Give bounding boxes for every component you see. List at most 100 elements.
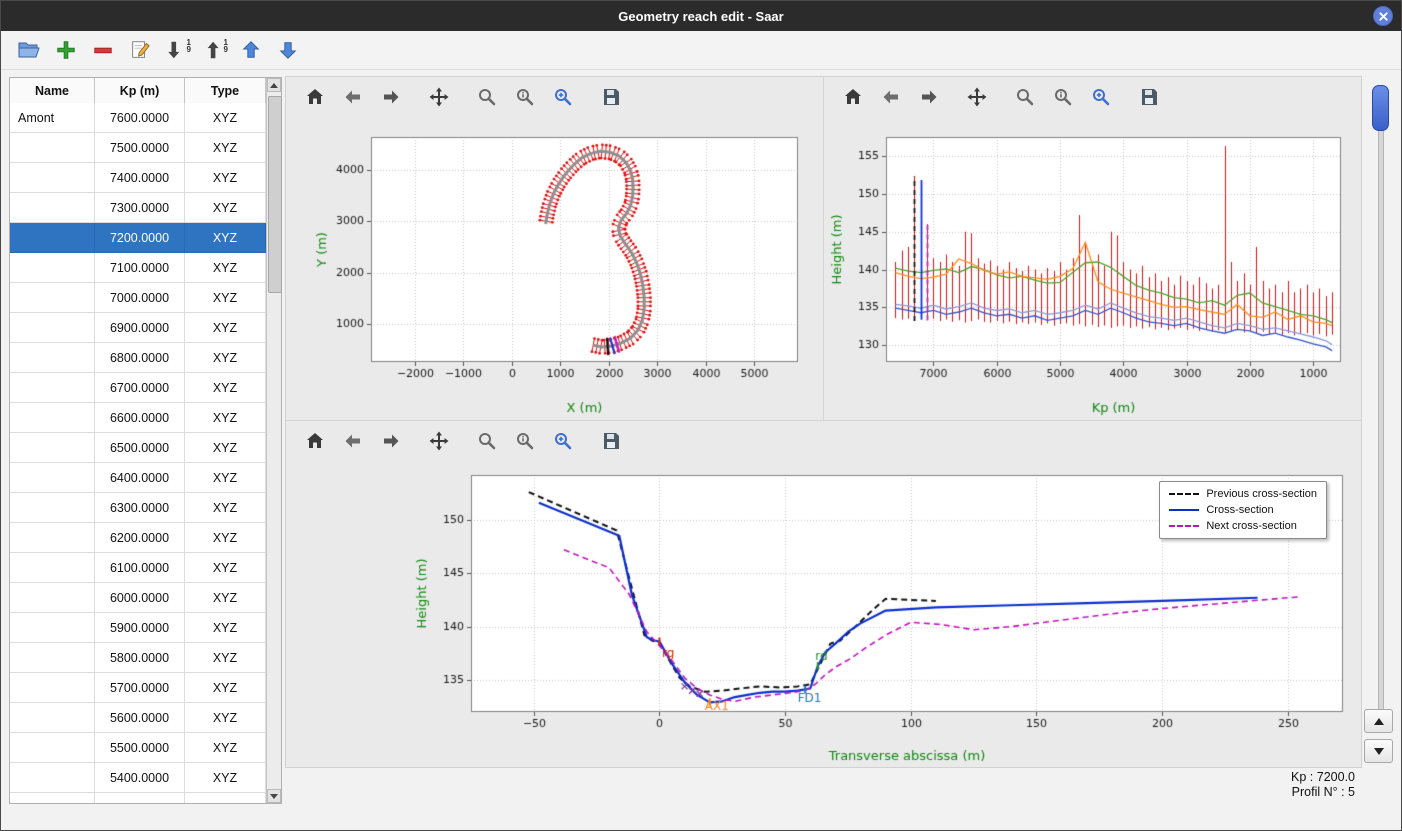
table-row[interactable]: Amont 7600.0000 XYZ xyxy=(10,103,266,133)
cell-type: XYZ xyxy=(185,703,266,733)
table-row[interactable]: 6000.0000 XYZ xyxy=(10,583,266,613)
table-row[interactable]: 6700.0000 XYZ xyxy=(10,373,266,403)
move-up-button[interactable] xyxy=(237,36,265,64)
table-row[interactable]: 5600.0000 XYZ xyxy=(10,703,266,733)
zoom-button[interactable] xyxy=(1012,84,1038,110)
table-row[interactable]: 7400.0000 XYZ xyxy=(10,163,266,193)
cell-type: XYZ xyxy=(185,643,266,673)
longitudinal-profile-plot[interactable] xyxy=(824,117,1361,420)
close-button[interactable] xyxy=(1373,6,1393,26)
zoom-info-button[interactable] xyxy=(1050,84,1076,110)
save-icon xyxy=(604,433,619,449)
home-icon xyxy=(307,89,323,104)
table-row[interactable]: 6800.0000 XYZ xyxy=(10,343,266,373)
table-row[interactable]: 5900.0000 XYZ xyxy=(10,613,266,643)
zoom-info-button[interactable] xyxy=(512,428,538,454)
table-row[interactable]: 5500.0000 XYZ xyxy=(10,733,266,763)
save-icon xyxy=(604,89,619,105)
table-row[interactable]: 5700.0000 XYZ xyxy=(10,673,266,703)
zoom-info-button[interactable] xyxy=(512,84,538,110)
vertical-slider[interactable] xyxy=(1369,85,1391,717)
save-button[interactable] xyxy=(1136,84,1162,110)
scroll-up-button[interactable] xyxy=(267,78,281,92)
table-row[interactable]: 7200.0000 XYZ xyxy=(10,223,266,253)
home-button[interactable] xyxy=(302,84,328,110)
cell-kp: 5300.0000 xyxy=(95,793,185,803)
back-button[interactable] xyxy=(340,84,366,110)
home-button[interactable] xyxy=(302,428,328,454)
cell-name xyxy=(10,553,95,583)
back-button[interactable] xyxy=(878,84,904,110)
zoom-button[interactable] xyxy=(474,84,500,110)
cell-kp: 7600.0000 xyxy=(95,103,185,133)
add-cross-section-button[interactable] xyxy=(52,36,80,64)
cell-name xyxy=(10,133,95,163)
table-row[interactable]: 5800.0000 XYZ xyxy=(10,643,266,673)
triangle-down-icon xyxy=(1373,747,1384,755)
column-header-kp[interactable]: Kp (m) xyxy=(95,78,185,103)
previous-profile-button[interactable] xyxy=(1364,709,1393,733)
pan-button[interactable] xyxy=(426,428,452,454)
edit-icon xyxy=(132,41,150,58)
table-row[interactable]: 6300.0000 XYZ xyxy=(10,493,266,523)
forward-button[interactable] xyxy=(378,428,404,454)
save-button[interactable] xyxy=(598,84,624,110)
pan-button[interactable] xyxy=(426,84,452,110)
magnifier-info-icon xyxy=(517,433,534,450)
move-down-button[interactable] xyxy=(274,36,302,64)
zoom-region-button[interactable] xyxy=(550,428,576,454)
table-row[interactable]: 6200.0000 XYZ xyxy=(10,523,266,553)
table-row[interactable]: 6100.0000 XYZ xyxy=(10,553,266,583)
remove-cross-section-button[interactable] xyxy=(89,36,117,64)
cell-kp: 7400.0000 xyxy=(95,163,185,193)
cell-name xyxy=(10,283,95,313)
forward-button[interactable] xyxy=(378,84,404,110)
table-row[interactable]: 5300.0000 XYZ xyxy=(10,793,266,803)
cell-name xyxy=(10,733,95,763)
back-arrow-icon xyxy=(883,90,898,104)
open-button[interactable] xyxy=(15,36,43,64)
zoom-region-button[interactable] xyxy=(1088,84,1114,110)
scroll-down-button[interactable] xyxy=(267,789,281,803)
column-header-type[interactable]: Type xyxy=(185,78,266,103)
table-row[interactable]: 7300.0000 XYZ xyxy=(10,193,266,223)
table-scrollbar[interactable] xyxy=(266,78,282,803)
next-profile-button[interactable] xyxy=(1364,739,1393,763)
cross-section-panel: Previous cross-section Cross-section Next … xyxy=(286,420,1361,768)
table-row[interactable]: 6500.0000 XYZ xyxy=(10,433,266,463)
zoom-region-button[interactable] xyxy=(550,84,576,110)
table-row[interactable]: 6900.0000 XYZ xyxy=(10,313,266,343)
save-button[interactable] xyxy=(598,428,624,454)
table-row[interactable]: 7000.0000 XYZ xyxy=(10,283,266,313)
table-scrollbar-thumb[interactable] xyxy=(268,96,282,293)
cell-kp: 6300.0000 xyxy=(95,493,185,523)
table-row[interactable]: 5400.0000 XYZ xyxy=(10,763,266,793)
forward-button[interactable] xyxy=(916,84,942,110)
cell-type: XYZ xyxy=(185,223,266,253)
magnifier-plus-icon xyxy=(555,89,572,106)
home-button[interactable] xyxy=(840,84,866,110)
cell-kp: 6700.0000 xyxy=(95,373,185,403)
edit-button[interactable] xyxy=(126,36,154,64)
magnifier-plus-icon xyxy=(1093,89,1110,106)
table-header: Name Kp (m) Type xyxy=(10,78,281,104)
cell-type: XYZ xyxy=(185,193,266,223)
table-row[interactable]: 7100.0000 XYZ xyxy=(10,253,266,283)
slider-thumb[interactable] xyxy=(1372,85,1389,131)
close-icon xyxy=(1378,11,1388,21)
pan-button[interactable] xyxy=(964,84,990,110)
plan-view-plot[interactable] xyxy=(286,117,823,420)
table-row[interactable]: 6400.0000 XYZ xyxy=(10,463,266,493)
legend-entry: Next cross-section xyxy=(1169,518,1317,534)
cell-kp: 5600.0000 xyxy=(95,703,185,733)
table-row[interactable]: 7500.0000 XYZ xyxy=(10,133,266,163)
cell-type: XYZ xyxy=(185,403,266,433)
column-header-name[interactable]: Name xyxy=(10,78,95,103)
back-button[interactable] xyxy=(340,428,366,454)
cell-name xyxy=(10,193,95,223)
zoom-button[interactable] xyxy=(474,428,500,454)
table-row[interactable]: 6600.0000 XYZ xyxy=(10,403,266,433)
